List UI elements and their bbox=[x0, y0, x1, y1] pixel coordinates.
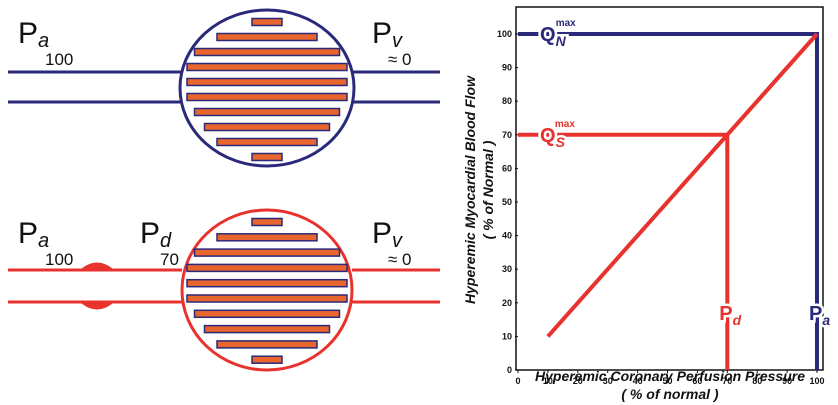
y-tick-label: 0 bbox=[507, 365, 512, 375]
muscle-fiber bbox=[251, 355, 283, 364]
pressure-label: Pa bbox=[18, 217, 49, 252]
x-axis-label: ( % of normal ) bbox=[621, 386, 719, 402]
y-axis-label: ( % of Normal ) bbox=[480, 140, 496, 239]
pressure-symbol: P bbox=[140, 217, 160, 250]
y-tick-label: 30 bbox=[502, 264, 512, 274]
pressure-symbol: P bbox=[372, 217, 392, 250]
muscle-fiber bbox=[251, 217, 283, 227]
label-superscript: max bbox=[556, 18, 576, 29]
pressure-label: Pa bbox=[18, 17, 49, 52]
x-tick-label: 70 bbox=[722, 376, 732, 386]
muscle-fiber bbox=[203, 122, 331, 132]
label-subscript: d bbox=[733, 312, 742, 328]
pressure-subscript: d bbox=[160, 230, 172, 252]
pressure-subscript: v bbox=[392, 230, 403, 252]
muscle-fiber bbox=[216, 233, 318, 242]
y-tick-label: 40 bbox=[502, 231, 512, 241]
label-subscript: N bbox=[556, 33, 567, 49]
series-label: QNmax bbox=[540, 18, 576, 49]
y-tick-label: 60 bbox=[502, 163, 512, 173]
pressure-label: Pv bbox=[372, 17, 403, 52]
muscle-fiber bbox=[216, 32, 318, 42]
muscle-fiber bbox=[193, 107, 341, 117]
series-label: QSmax bbox=[540, 119, 575, 150]
muscle-fiber bbox=[216, 340, 318, 349]
x-tick-label: 30 bbox=[603, 376, 613, 386]
plot-frame bbox=[515, 6, 824, 371]
y-axis-label: Hyperemic Myocardial Blood Flow bbox=[462, 75, 478, 304]
pressure-label: Pd bbox=[140, 217, 172, 252]
myocardium bbox=[180, 208, 354, 372]
pressure-symbol: P bbox=[372, 17, 392, 50]
label-subscript: S bbox=[556, 134, 566, 150]
x-tick-label: 20 bbox=[573, 376, 583, 386]
muscle-fiber bbox=[193, 309, 341, 319]
pressure-subscript: v bbox=[392, 30, 403, 52]
pressure-subscript: a bbox=[38, 230, 49, 252]
x-axis-label: Hyperemic Coronary Perfusion Pressure bbox=[535, 368, 805, 384]
muscle-fiber bbox=[216, 137, 318, 147]
pressure-value: 70 bbox=[160, 250, 179, 269]
x-tick-label: 90 bbox=[782, 376, 792, 386]
y-tick-label: 50 bbox=[502, 197, 512, 207]
pressure-subscript: a bbox=[38, 30, 49, 52]
muscle-fiber bbox=[186, 278, 348, 288]
label-symbol: Q bbox=[540, 24, 556, 46]
pressure-value: 100 bbox=[45, 50, 73, 69]
stenosis-vessel-diagram bbox=[8, 208, 440, 372]
series-foot-label: Pa bbox=[809, 303, 830, 328]
label-subscript: a bbox=[822, 312, 830, 328]
x-tick-label: 40 bbox=[633, 376, 643, 386]
pressure-value: ≈ 0 bbox=[388, 50, 412, 69]
myocardium bbox=[178, 8, 356, 168]
muscle-fiber bbox=[186, 62, 348, 72]
muscle-fiber bbox=[186, 294, 348, 303]
label-symbol: Q bbox=[540, 125, 556, 147]
x-tick-label: 80 bbox=[752, 376, 762, 386]
label-symbol: P bbox=[719, 303, 732, 325]
y-tick-label: 20 bbox=[502, 298, 512, 308]
y-tick-label: 10 bbox=[502, 331, 512, 341]
muscle-fiber bbox=[186, 92, 348, 102]
pressure-symbol: P bbox=[18, 217, 38, 250]
pressure-label: Pv bbox=[372, 217, 403, 252]
x-tick-label: 100 bbox=[809, 376, 824, 386]
pressure-value: 100 bbox=[45, 250, 73, 269]
pressure-value: ≈ 0 bbox=[388, 250, 412, 269]
muscle-fiber bbox=[251, 152, 283, 162]
y-tick-label: 70 bbox=[502, 130, 512, 140]
series-foot-label: Pd bbox=[719, 303, 741, 328]
y-tick-label: 80 bbox=[502, 96, 512, 106]
series-line bbox=[546, 32, 819, 338]
pressure-symbol: P bbox=[18, 17, 38, 50]
muscle-fiber bbox=[251, 17, 283, 27]
muscle-fiber bbox=[193, 248, 341, 257]
muscle-fiber bbox=[193, 47, 341, 57]
stenosis bbox=[77, 262, 117, 310]
label-symbol: P bbox=[809, 303, 822, 325]
vessel-wall bbox=[8, 70, 440, 104]
y-tick-label: 100 bbox=[497, 29, 512, 39]
muscle-fiber bbox=[186, 263, 348, 273]
normal-vessel-diagram bbox=[8, 8, 440, 168]
muscle-fiber bbox=[186, 77, 348, 87]
x-tick-label: 50 bbox=[662, 376, 672, 386]
x-tick-label: 60 bbox=[692, 376, 702, 386]
y-tick-label: 90 bbox=[502, 63, 512, 73]
x-tick-label: 0 bbox=[515, 376, 520, 386]
label-superscript: max bbox=[555, 119, 575, 130]
muscle-fiber bbox=[203, 324, 331, 334]
x-tick-label: 10 bbox=[543, 376, 553, 386]
